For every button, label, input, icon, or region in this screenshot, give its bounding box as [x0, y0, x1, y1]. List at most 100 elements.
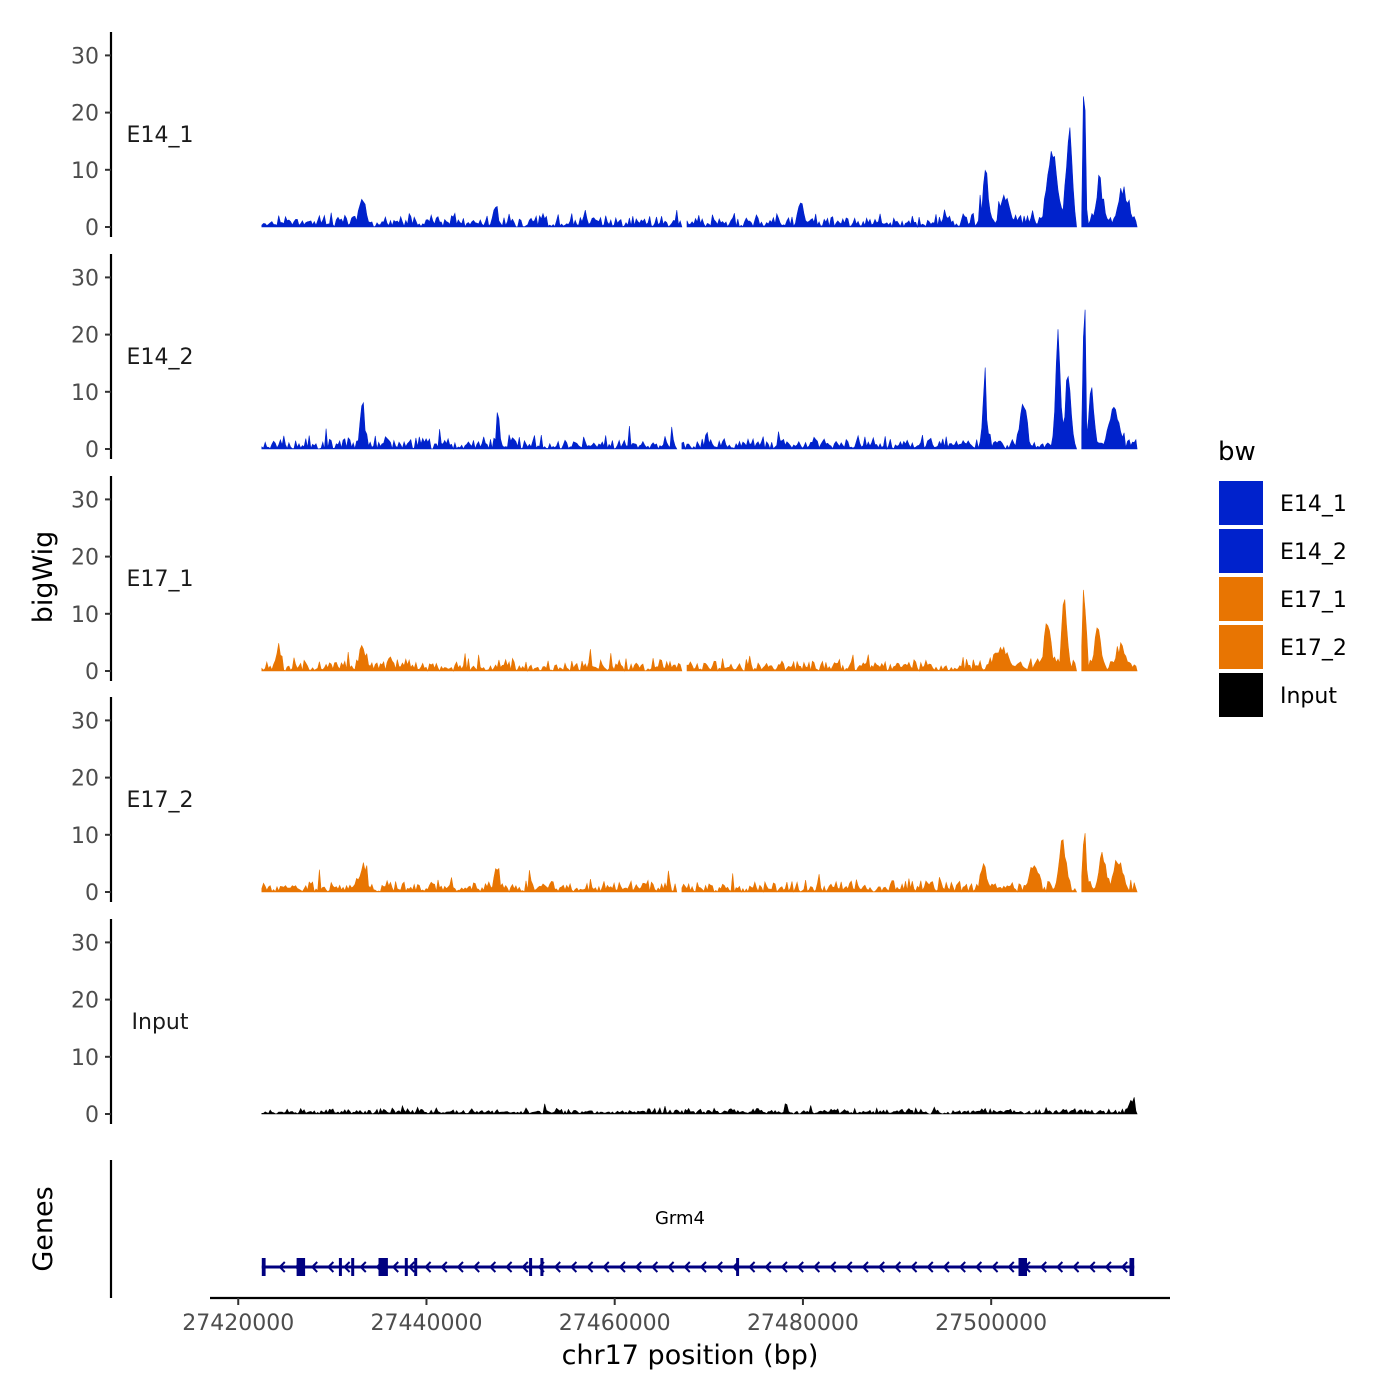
strand-arrow	[958, 1261, 966, 1273]
strand-arrow	[667, 1261, 675, 1273]
gene-exon	[338, 1258, 342, 1276]
legend-label: E17_2	[1280, 636, 1347, 661]
strand-arrow	[1104, 1261, 1112, 1273]
y-tick-label: 10	[71, 1046, 99, 1071]
track-panels: 0 10 20 30 E14_1 0 10 20 30 E14_2 0 10 20 30 E17_1 0 10 2…	[71, 32, 1138, 1128]
strand-arrow	[926, 1261, 934, 1273]
track-label: E17_2	[127, 788, 194, 813]
strand-arrow	[343, 1261, 351, 1273]
strand-arrow	[1088, 1261, 1096, 1273]
legend: bw E14_1 E14_2 E17_1 E17_2 Input	[1218, 437, 1347, 717]
legend-title: bw	[1218, 437, 1256, 467]
signal-area-e17-2	[261, 833, 1138, 893]
strand-arrow	[505, 1261, 513, 1273]
track-label: E14_2	[127, 345, 194, 370]
y-tick-label: 10	[71, 824, 99, 849]
strand-arrow	[488, 1261, 497, 1273]
y-tick-label: 0	[85, 216, 99, 241]
strand-arrow	[359, 1261, 367, 1273]
track-panel-e17-2: 0 10 20 30 E17_2	[71, 697, 1138, 906]
gene-exon	[1018, 1258, 1027, 1276]
strand-arrow	[683, 1261, 691, 1273]
strand-arrow	[991, 1261, 999, 1273]
legend-label: Input	[1280, 684, 1337, 709]
strand-arrow	[877, 1261, 885, 1273]
strand-arrow	[942, 1261, 950, 1273]
strand-arrow	[764, 1261, 772, 1273]
track-label: Input	[132, 1010, 189, 1035]
y-tick-label: 30	[71, 44, 99, 69]
x-tick-label: 27480000	[747, 1311, 859, 1336]
y-tick-label: 0	[85, 881, 99, 906]
gene-exon	[736, 1258, 740, 1276]
strand-arrow	[796, 1261, 804, 1273]
gene-exon	[351, 1258, 355, 1276]
track-label: E17_1	[127, 567, 194, 592]
legend-swatch	[1219, 481, 1263, 525]
y-tick-label: 10	[71, 381, 99, 406]
y-tick-label: 30	[71, 488, 99, 513]
legend-swatch	[1219, 673, 1263, 717]
gene-exon	[296, 1258, 306, 1276]
gene-exon	[378, 1258, 388, 1276]
strand-arrow	[715, 1261, 723, 1273]
strand-arrow	[829, 1261, 837, 1273]
x-tick-label: 27500000	[935, 1311, 1047, 1336]
strand-arrow	[650, 1261, 659, 1273]
strand-arrow	[845, 1261, 853, 1273]
y-tick-label: 10	[71, 603, 99, 628]
strand-arrow	[424, 1261, 432, 1273]
signal-area-input	[261, 1097, 1138, 1115]
y-tick-label: 20	[71, 989, 99, 1014]
gene-exon	[1129, 1258, 1135, 1276]
y-tick-label: 20	[71, 324, 99, 349]
y-tick-label: 0	[85, 438, 99, 463]
y-tick-label: 30	[71, 266, 99, 291]
strand-arrow	[456, 1261, 464, 1273]
legend-label: E17_1	[1280, 588, 1347, 613]
strand-arrow	[1120, 1261, 1128, 1273]
track-panel-input: 0 10 20 30 Input	[71, 919, 1138, 1128]
strand-arrow	[391, 1261, 399, 1273]
signal-area-e14-1	[261, 96, 1138, 229]
gene-exon	[261, 1258, 266, 1276]
legend-swatch	[1219, 577, 1263, 621]
y-tick-label: 20	[71, 546, 99, 571]
x-tick-label: 27420000	[182, 1311, 294, 1336]
legend-swatch	[1219, 529, 1263, 573]
legend-swatch	[1219, 625, 1263, 669]
track-panel-e17-1: 0 10 20 30 E17_1	[71, 476, 1138, 685]
gene-panel: Grm4	[109, 1160, 1135, 1298]
gene-exon	[414, 1258, 418, 1276]
legend-label: E14_1	[1280, 492, 1347, 517]
strand-arrow	[521, 1261, 529, 1273]
strand-arrow	[586, 1261, 594, 1273]
strand-arrow	[812, 1261, 821, 1273]
track-panel-e14-2: 0 10 20 30 E14_2	[71, 254, 1138, 463]
strand-arrow	[748, 1261, 756, 1273]
y-tick-label: 20	[71, 102, 99, 127]
genes-panel-title: Genes	[28, 1186, 59, 1271]
x-axis: 27420000 27440000 27460000 27480000 27500000	[182, 1296, 1170, 1336]
x-axis-title: chr17 position (bp)	[562, 1340, 819, 1371]
strand-arrow	[1039, 1261, 1047, 1273]
strand-arrow	[1072, 1261, 1080, 1273]
gene-name-label: Grm4	[655, 1208, 705, 1229]
y-tick-label: 0	[85, 1103, 99, 1128]
gene-exon	[529, 1258, 533, 1276]
strand-arrow	[910, 1261, 918, 1273]
gene-exon	[404, 1258, 408, 1276]
strand-arrow	[699, 1261, 707, 1273]
signal-area-e17-1	[261, 589, 1138, 672]
gene-exon	[540, 1258, 544, 1276]
track-panel-e14-1: 0 10 20 30 E14_1	[71, 32, 1138, 241]
strand-arrow	[278, 1261, 286, 1273]
y-tick-label: 0	[85, 660, 99, 685]
y-tick-label: 10	[71, 159, 99, 184]
x-tick-label: 27440000	[370, 1311, 482, 1336]
strand-arrow	[310, 1261, 318, 1273]
strand-arrow	[974, 1261, 983, 1273]
y-tick-label: 30	[71, 931, 99, 956]
y-tick-label: 20	[71, 767, 99, 792]
strand-arrow	[634, 1261, 642, 1273]
